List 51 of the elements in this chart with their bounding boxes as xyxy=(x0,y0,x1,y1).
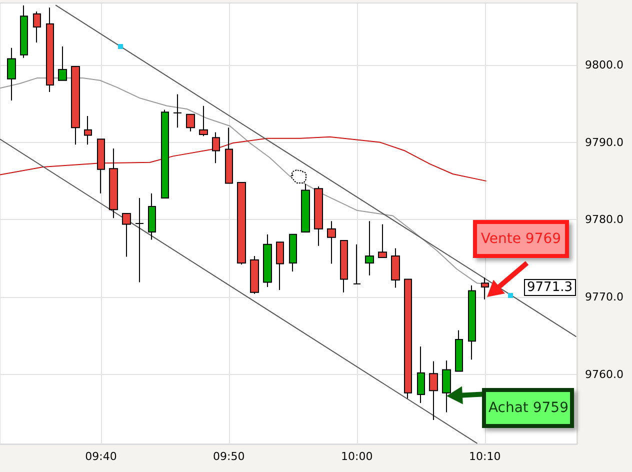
candlestick xyxy=(468,284,476,360)
x-tick-label: 09:40 xyxy=(85,450,117,463)
candlestick xyxy=(212,132,220,164)
candlestick xyxy=(161,109,169,198)
candlestick xyxy=(250,255,259,294)
x-tick-label: 10:00 xyxy=(341,450,373,463)
candlestick xyxy=(46,7,54,92)
candlestick xyxy=(340,240,348,293)
candlestick xyxy=(109,148,118,219)
y-tick-label: 9780.0 xyxy=(585,213,624,226)
candlestick xyxy=(33,11,41,43)
candlestick xyxy=(199,105,208,137)
y-tick-label: 9760.0 xyxy=(585,368,624,381)
annotation: Vente 9769 xyxy=(473,220,569,258)
candlestick xyxy=(301,184,310,233)
candlestick xyxy=(84,115,92,146)
candlestick xyxy=(58,46,67,81)
annotation: Achat 9759 xyxy=(482,388,574,428)
y-tick-label: 9800.0 xyxy=(585,58,624,72)
candlestick xyxy=(263,234,272,288)
candlestick xyxy=(71,66,80,146)
candlestick xyxy=(365,220,374,276)
candlestick xyxy=(353,244,361,284)
candlestick xyxy=(455,330,463,372)
candlestick xyxy=(225,127,233,184)
candlestick xyxy=(314,186,323,246)
candlestick xyxy=(378,224,387,258)
candlestick xyxy=(391,248,400,288)
candlestick xyxy=(481,277,489,300)
candlestick xyxy=(237,182,246,266)
candlestick xyxy=(122,212,131,258)
x-tick-label: 10:10 xyxy=(469,450,501,463)
candlestick xyxy=(148,192,156,240)
candlestick xyxy=(429,360,438,421)
candlestick xyxy=(289,234,297,272)
candlestick xyxy=(327,220,336,264)
candlestick xyxy=(20,4,28,58)
x-tick-label: 09:50 xyxy=(213,450,245,463)
candlestick xyxy=(135,197,144,283)
candlestick xyxy=(7,47,16,101)
line-series xyxy=(0,136,486,182)
candlestick xyxy=(173,94,182,128)
candlestick xyxy=(417,346,425,404)
annotation: 9771.3 xyxy=(524,278,576,296)
candlestick xyxy=(186,114,195,132)
candlestick xyxy=(276,242,284,291)
candlestick xyxy=(442,360,451,413)
y-tick-label: 9790.0 xyxy=(585,136,624,149)
candlestick xyxy=(404,278,412,399)
candlestick xyxy=(97,138,105,194)
y-tick-label: 9770.0 xyxy=(585,290,624,304)
